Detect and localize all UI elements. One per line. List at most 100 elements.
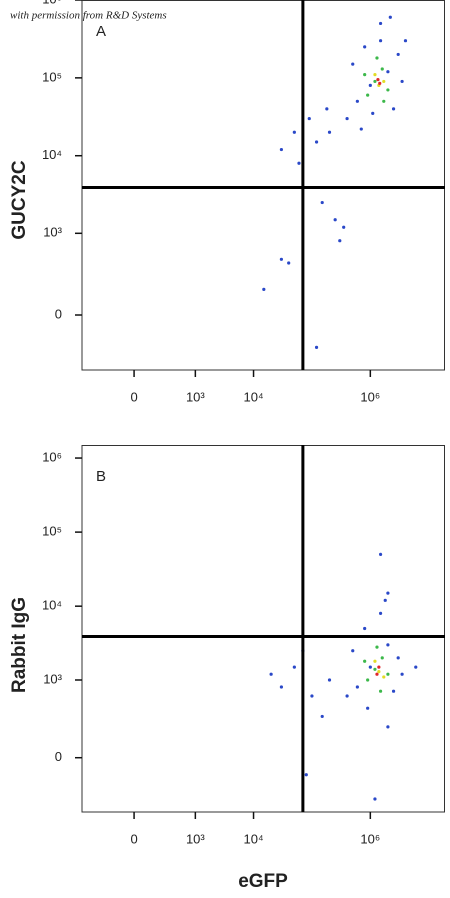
- event-point: [373, 667, 377, 671]
- event-point: [375, 672, 379, 676]
- y-tick-label: 10⁶: [42, 449, 62, 464]
- event-point: [378, 81, 382, 85]
- y-axis-label: Rabbit IgG: [9, 597, 30, 693]
- event-point: [379, 611, 383, 615]
- event-point: [351, 649, 355, 653]
- x-tick-label: 10⁶: [360, 389, 380, 404]
- event-point: [376, 77, 380, 82]
- y-tick-label: 10⁴: [42, 147, 62, 162]
- event-point: [400, 672, 404, 676]
- event-point: [287, 261, 291, 265]
- event-point: [386, 70, 390, 74]
- y-tick-label: 10⁵: [42, 524, 62, 539]
- event-point: [403, 39, 408, 43]
- plot-frame: [81, 445, 445, 813]
- event-point: [325, 107, 329, 111]
- event-point: [320, 200, 324, 205]
- event-point: [379, 39, 383, 43]
- event-point: [292, 665, 296, 669]
- event-point: [342, 225, 346, 229]
- event-point: [338, 239, 342, 243]
- event-point: [351, 62, 355, 66]
- event-point: [345, 694, 349, 698]
- x-tick-label: 10³: [186, 389, 205, 404]
- event-point: [386, 725, 390, 729]
- event-point: [279, 685, 283, 689]
- event-point: [371, 111, 375, 115]
- x-tick-label: 10⁴: [244, 831, 264, 846]
- event-point: [355, 685, 359, 689]
- event-point: [297, 161, 301, 165]
- event-point: [345, 116, 349, 121]
- event-point: [366, 678, 370, 682]
- panel-label: B: [96, 468, 106, 485]
- event-point: [279, 147, 283, 152]
- event-point: [375, 56, 379, 60]
- event-point: [414, 665, 418, 669]
- event-point: [314, 140, 319, 144]
- event-point: [355, 99, 359, 103]
- x-axis-label: eGFP: [238, 871, 288, 892]
- event-point: [373, 79, 377, 84]
- event-point: [377, 665, 381, 669]
- y-tick-label: 0: [55, 749, 62, 764]
- event-point: [327, 678, 332, 682]
- event-point: [320, 714, 324, 719]
- event-point: [262, 287, 266, 291]
- event-point: [379, 552, 383, 557]
- x-tick-label: 0: [130, 831, 137, 846]
- x-tick-label: 10³: [186, 831, 205, 846]
- event-point: [373, 797, 377, 801]
- event-point: [314, 345, 319, 349]
- event-point: [368, 83, 372, 88]
- event-point: [380, 656, 384, 660]
- event-point: [400, 79, 404, 84]
- event-point: [368, 665, 372, 669]
- event-point: [386, 591, 390, 595]
- y-tick-label: 10⁶: [42, 0, 62, 6]
- y-tick-label: 10⁴: [42, 598, 62, 613]
- plot-frame: [81, 0, 445, 371]
- event-point: [366, 706, 370, 710]
- y-tick-label: 10³: [43, 225, 62, 240]
- event-point: [382, 79, 386, 84]
- y-tick-label: 10⁵: [42, 69, 62, 84]
- event-point: [386, 643, 390, 647]
- panel-label: A: [96, 23, 106, 40]
- event-point: [386, 88, 390, 92]
- event-point: [383, 598, 387, 602]
- event-point: [391, 107, 396, 111]
- x-tick-label: 10⁶: [360, 831, 380, 846]
- event-point: [396, 656, 400, 660]
- y-axis-label: GUCY2C: [9, 160, 30, 239]
- event-point: [363, 626, 367, 631]
- event-point: [373, 73, 377, 77]
- event-point: [382, 99, 386, 103]
- x-tick-label: 10⁴: [244, 389, 264, 404]
- event-point: [379, 689, 383, 693]
- event-point: [366, 93, 370, 97]
- event-point: [386, 672, 390, 676]
- x-tick-label: 0: [130, 389, 137, 404]
- y-tick-label: 0: [55, 306, 62, 321]
- event-point: [373, 659, 377, 663]
- event-point: [380, 67, 384, 71]
- credit: with permission from R&D Systems: [10, 10, 167, 22]
- event-point: [363, 45, 367, 49]
- event-point: [388, 15, 392, 19]
- event-point: [292, 130, 296, 134]
- y-tick-label: 10³: [43, 671, 62, 686]
- event-point: [396, 52, 400, 57]
- event-point: [333, 218, 337, 222]
- event-point: [310, 694, 314, 698]
- event-point: [327, 130, 332, 134]
- event-point: [382, 675, 386, 679]
- event-point: [279, 257, 283, 261]
- event-point: [379, 21, 383, 26]
- event-point: [269, 672, 273, 676]
- event-point: [363, 73, 367, 77]
- event-point: [391, 689, 396, 693]
- event-point: [304, 773, 308, 777]
